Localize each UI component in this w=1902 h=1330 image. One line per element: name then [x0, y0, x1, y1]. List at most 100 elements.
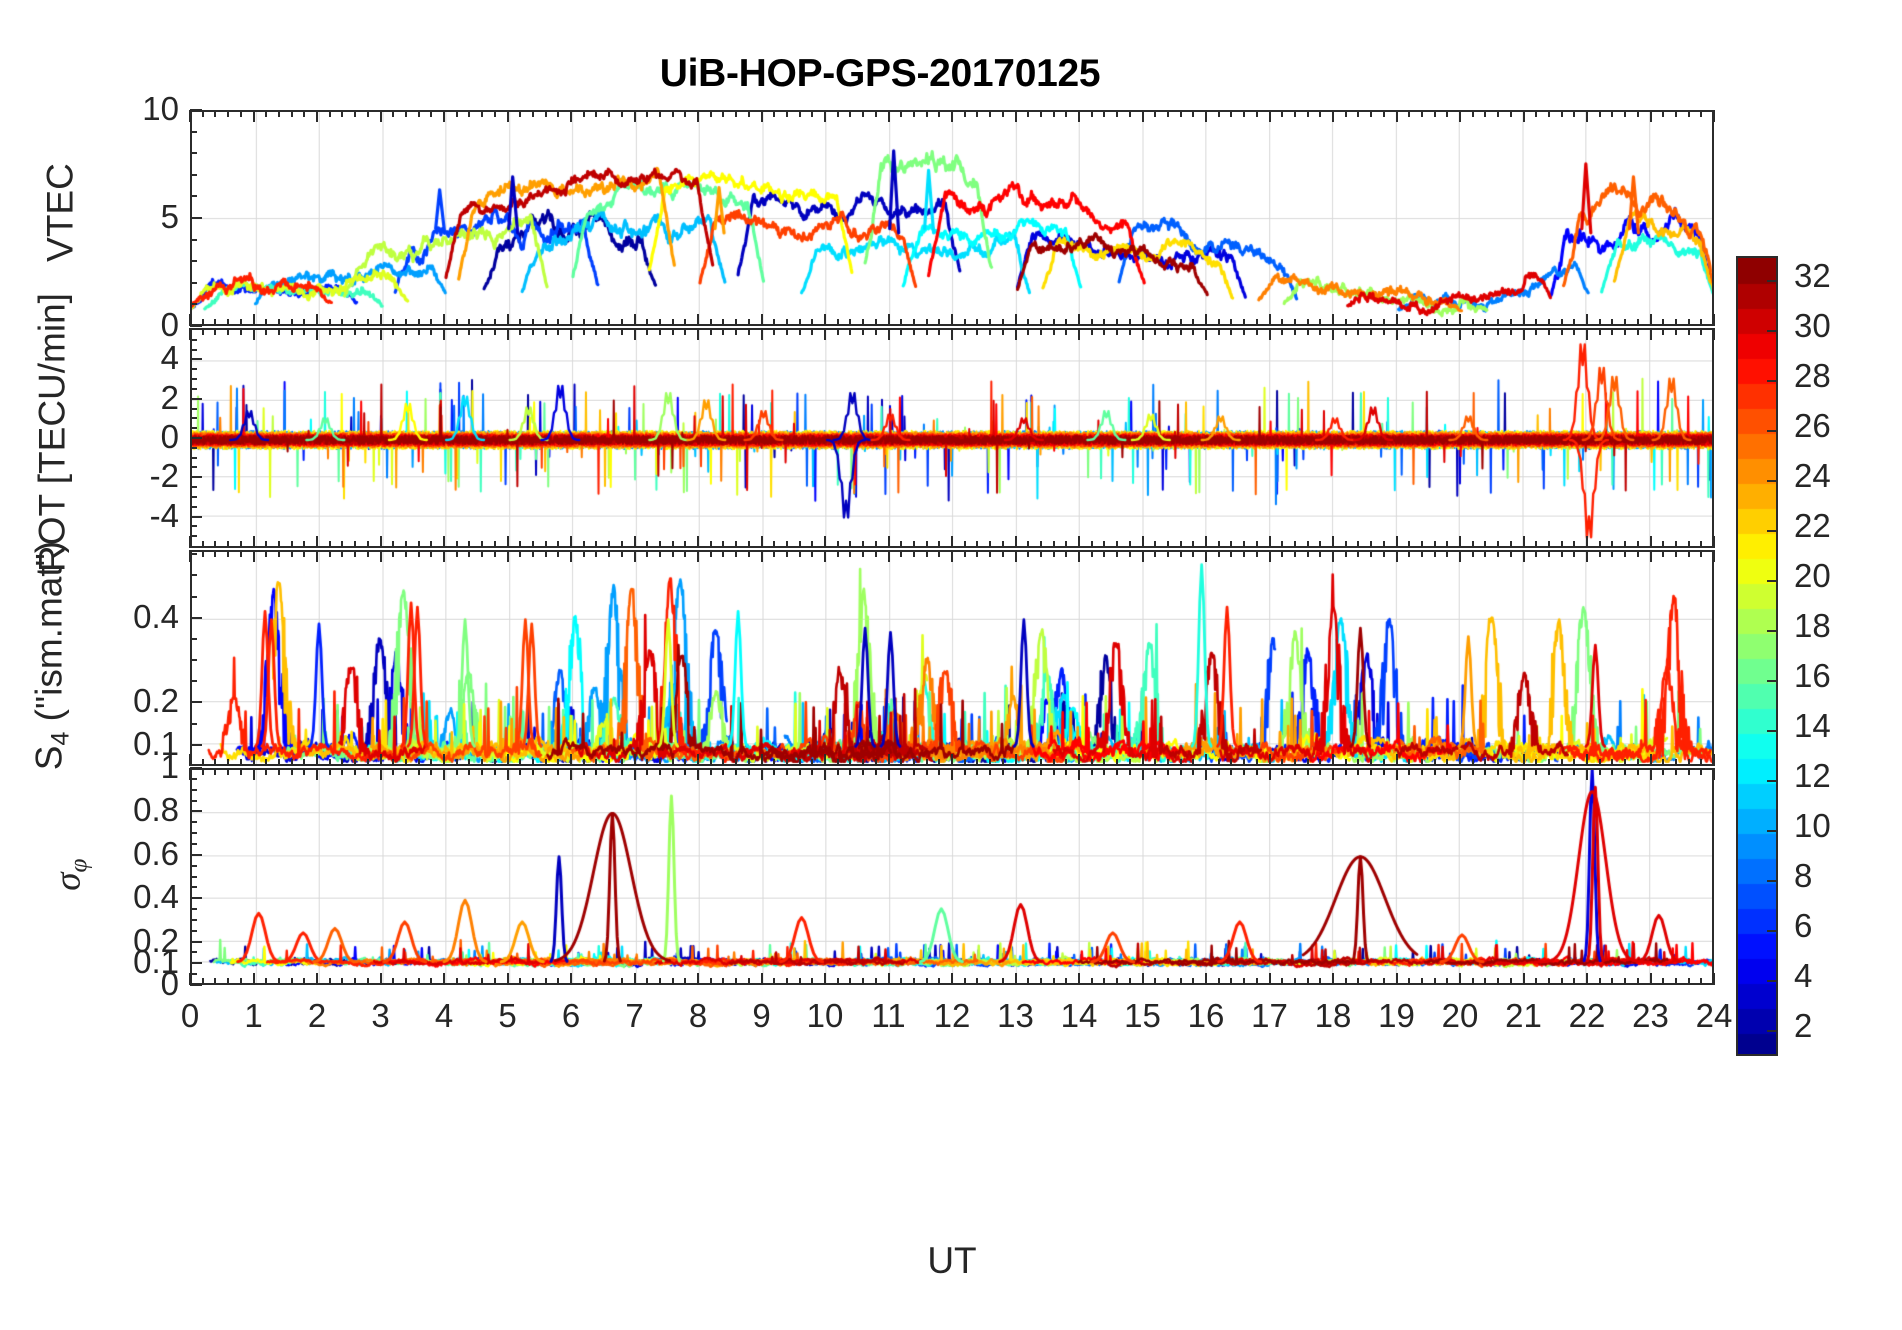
x-tick-bottom-p3	[430, 759, 433, 766]
x-tick-bottom-p4	[1674, 978, 1677, 985]
x-tick-top-p1	[493, 110, 496, 117]
y-tick-major-p4	[190, 767, 202, 769]
x-tick-bottom-p1	[747, 319, 750, 326]
x-tick-top-p1	[1281, 110, 1284, 117]
x-tick-top-p3	[443, 550, 445, 562]
x-tick-bottom-p2	[1649, 536, 1652, 548]
x-tick-top-p3	[1408, 550, 1411, 557]
y-tick-label-p2: 4	[160, 339, 179, 377]
x-tick-bottom-p4	[265, 978, 268, 985]
y-tick-label-p1: 0	[160, 306, 179, 343]
x-tick-top-p3	[1598, 550, 1601, 557]
prn-colorbar[interactable]	[1736, 256, 1778, 1056]
x-tick-top-p3	[595, 550, 598, 557]
x-tick-top-p3	[722, 550, 725, 557]
x-tick-top-p2	[925, 328, 928, 335]
x-tick-bottom-p1	[900, 319, 903, 326]
x-tick-bottom-p4	[341, 978, 344, 985]
x-tick-top-p1	[951, 110, 953, 122]
x-tick-top-p2	[468, 328, 471, 335]
x-tick-top-p4	[976, 768, 979, 775]
x-tick-top-p4	[1459, 768, 1461, 780]
x-tick-bottom-p4	[1230, 978, 1233, 985]
x-tick-top-p1	[379, 110, 382, 122]
x-tick-bottom-p2	[1674, 541, 1677, 548]
x-tick-top-p1	[1039, 110, 1042, 117]
x-tick-top-p2	[1154, 328, 1157, 335]
x-tick-bottom-p3	[1547, 759, 1550, 766]
x-tick-top-p2	[1624, 328, 1627, 335]
x-tick-top-p3	[1446, 550, 1449, 557]
x-tick-bottom-p4	[1471, 978, 1474, 985]
x-tick-bottom-p3	[824, 754, 826, 766]
y-tick-major-p3	[190, 616, 202, 619]
colorbar-tick-label: 18	[1794, 607, 1831, 644]
x-tick-bottom-p3	[1357, 759, 1360, 766]
x-tick-top-p3	[303, 550, 306, 557]
s4-plot-area[interactable]	[190, 550, 1714, 766]
x-tick-bottom-p2	[874, 541, 877, 548]
x-tick-bottom-p3	[582, 759, 585, 766]
x-tick-bottom-p2	[824, 536, 826, 548]
x-tick-bottom-p3	[1344, 759, 1347, 766]
y-tick-minor-p2	[190, 348, 197, 351]
x-tick-top-p2	[1497, 328, 1500, 335]
x-tick-top-p2	[417, 328, 420, 335]
x-tick-top-p1	[1408, 110, 1411, 117]
x-tick-bottom-p4	[735, 978, 738, 985]
x-tick-top-p1	[1573, 110, 1576, 117]
x-tick-top-p1	[265, 110, 268, 117]
x-tick-top-p2	[735, 328, 738, 335]
x-tick-top-p2	[1332, 328, 1334, 340]
x-tick-bottom-p1	[1420, 319, 1423, 326]
colorbar-tick-label: 10	[1794, 807, 1831, 844]
x-tick-bottom-p2	[1230, 541, 1233, 548]
x-tick-bottom-p4	[430, 978, 433, 985]
x-tick-top-p1	[1700, 110, 1703, 117]
vtec-plot-area[interactable]	[190, 110, 1714, 326]
sigma-phi-plot-area[interactable]	[190, 768, 1714, 985]
x-tick-bottom-p3	[1471, 759, 1474, 766]
x-tick-bottom-p4	[1497, 978, 1500, 985]
y-tick-major-p2	[190, 397, 202, 400]
x-tick-bottom-p4	[531, 978, 534, 985]
x-tick-top-p3	[531, 550, 534, 557]
colorbar-tick	[1767, 280, 1778, 282]
x-tick-top-p4	[735, 768, 738, 775]
x-tick-bottom-p3	[760, 754, 763, 766]
x-tick-top-p1	[557, 110, 560, 117]
x-tick-top-p2	[1205, 328, 1207, 340]
x-tick-bottom-p4	[227, 978, 230, 985]
x-tick-bottom-p2	[1395, 536, 1398, 548]
y-tick-label-p3: 0.4	[133, 597, 179, 635]
x-tick-top-p4	[773, 768, 776, 775]
x-tick-top-p4	[417, 768, 420, 775]
x-tick-bottom-p4	[1649, 973, 1652, 985]
x-tick-top-p3	[290, 550, 293, 557]
x-tick-bottom-p1	[785, 319, 788, 326]
x-tick-bottom-p3	[214, 759, 217, 766]
x-tick-bottom-p1	[519, 319, 522, 326]
x-tick-top-p3	[493, 550, 496, 557]
x-tick-bottom-p3	[1687, 759, 1690, 766]
x-tick-label: 17	[1251, 997, 1288, 1034]
x-tick-top-p4	[366, 768, 369, 775]
x-tick-bottom-p1	[1268, 314, 1271, 326]
x-tick-bottom-p4	[1573, 978, 1576, 985]
x-tick-label: 5	[498, 997, 517, 1034]
x-tick-label: 1	[244, 997, 263, 1034]
x-tick-top-p3	[620, 550, 623, 557]
x-tick-bottom-p2	[1420, 541, 1423, 548]
x-tick-top-p3	[481, 550, 484, 557]
rot-plot-area[interactable]	[190, 328, 1714, 548]
x-tick-bottom-p4	[1268, 973, 1271, 985]
x-tick-top-p2	[557, 328, 560, 335]
x-tick-bottom-p1	[341, 319, 344, 326]
x-tick-top-p1	[773, 110, 776, 117]
x-tick-top-p4	[1471, 768, 1474, 775]
x-tick-top-p2	[658, 328, 661, 335]
x-tick-top-p4	[951, 768, 953, 780]
x-tick-bottom-p2	[265, 541, 268, 548]
x-tick-bottom-p2	[1357, 541, 1360, 548]
